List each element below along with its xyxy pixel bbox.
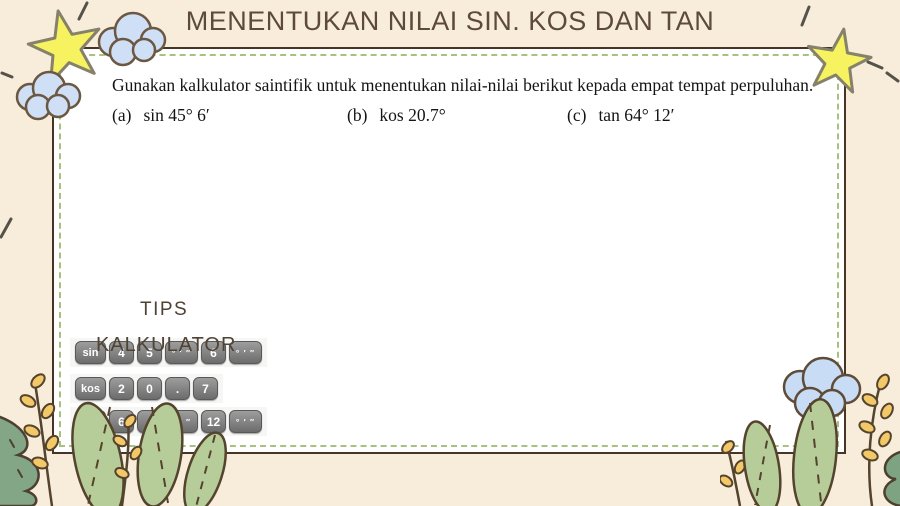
key-dot: . [165, 377, 190, 400]
calc-key-row-tan: tan 6 4 ° ′ ″ 12 ° ′ ″ [70, 407, 267, 436]
item-c-expression: tan 64° 12′ [598, 105, 675, 125]
bush-icon [883, 451, 900, 506]
key-tan: tan [75, 410, 106, 433]
key-sin: sin [75, 341, 106, 364]
key-6: 6 [109, 410, 134, 433]
item-a-expression: sin 45° 6′ [143, 105, 210, 125]
key-kos: kos [75, 377, 106, 400]
kalkulator-heading: KALKULATOR [96, 334, 237, 356]
tips-heading: TIPS [140, 299, 189, 320]
key-2: 2 [109, 377, 134, 400]
key-0: 0 [137, 377, 162, 400]
bud-branch-icon [858, 373, 894, 506]
bush-icon [0, 415, 40, 506]
dash-doodle-icon [0, 217, 13, 239]
key-12: 12 [201, 410, 226, 433]
exercise-item-c: (c) tan 64° 12′ [567, 105, 674, 126]
calc-key-row-kos: kos 2 0 . 7 [70, 374, 223, 403]
item-c-label: (c) [567, 105, 587, 125]
key-4: 4 [109, 341, 134, 364]
key-4: 4 [137, 410, 162, 433]
key-dms: ° ′ ″ [165, 341, 198, 364]
instruction-text: Gunakan kalkulator saintifik untuk menen… [112, 75, 814, 95]
key-dms: ° ′ ″ [229, 341, 262, 364]
item-a-label: (a) [112, 105, 132, 125]
item-b-label: (b) [347, 105, 368, 125]
key-dms: ° ′ ″ [165, 410, 198, 433]
key-7: 7 [193, 377, 218, 400]
key-5: 5 [137, 341, 162, 364]
calc-key-row-sin: sin 4 5 ° ′ ″ 6 ° ′ ″ [70, 338, 267, 367]
page-title: MENENTUKAN NILAI SIN. KOS DAN TAN [185, 6, 715, 36]
exercise-item-b: (b) kos 20.7° [347, 105, 446, 126]
exercise-item-a: (a) sin 45° 6′ [112, 105, 210, 126]
content-panel: Gunakan kalkulator saintifik untuk menen… [52, 47, 846, 454]
key-6: 6 [201, 341, 226, 364]
item-b-expression: kos 20.7° [379, 105, 446, 125]
key-dms: ° ′ ″ [229, 410, 262, 433]
